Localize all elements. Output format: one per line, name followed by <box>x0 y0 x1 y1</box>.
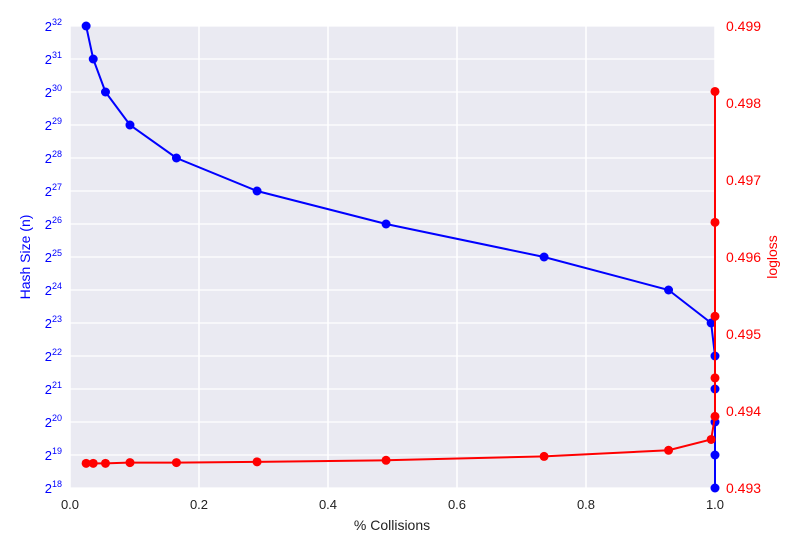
right-y-axis-label: logloss <box>764 235 780 279</box>
data-point-left-14 <box>710 483 720 493</box>
tick-base: 2 <box>45 85 52 100</box>
data-point-left-2 <box>100 87 110 97</box>
left-tick-label-14: 232 <box>45 17 62 34</box>
data-point-right-2 <box>710 311 720 321</box>
data-point-right-3 <box>710 373 720 383</box>
data-point-right-10 <box>171 458 181 468</box>
data-point-left-9 <box>706 318 716 328</box>
tick-exponent: 27 <box>52 182 62 192</box>
data-point-left-1 <box>88 54 98 64</box>
left-axis-ticks: 2182192202212222232242252262272282292302… <box>45 17 62 496</box>
left-y-axis-label: Hash Size (n) <box>17 215 33 300</box>
left-tick-label-2: 220 <box>45 413 62 430</box>
data-point-right-7 <box>539 451 549 461</box>
tick-exponent: 31 <box>52 50 62 60</box>
data-point-left-7 <box>539 252 549 262</box>
tick-base: 2 <box>45 250 52 265</box>
tick-exponent: 32 <box>52 17 62 27</box>
left-tick-label-11: 229 <box>45 116 62 133</box>
left-tick-label-7: 225 <box>45 248 62 265</box>
right-tick-label-5: 0.498 <box>726 95 761 111</box>
series-layer <box>81 21 720 493</box>
tick-exponent: 21 <box>52 380 62 390</box>
x-axis-label: % Collisions <box>354 517 430 533</box>
tick-base: 2 <box>45 52 52 67</box>
tick-base: 2 <box>45 316 52 331</box>
tick-base: 2 <box>45 151 52 166</box>
tick-exponent: 25 <box>52 248 62 258</box>
data-point-right-9 <box>252 457 262 467</box>
left-tick-label-10: 228 <box>45 149 62 166</box>
data-point-right-6 <box>664 445 674 455</box>
right-tick-label-6: 0.499 <box>726 18 761 34</box>
right-axis-ticks: 0.493 0.494 0.495 0.496 0.497 0.498 0.499 <box>726 18 761 496</box>
data-point-left-4 <box>171 153 181 163</box>
x-tick-label-1: 0.2 <box>190 497 208 512</box>
data-point-left-13 <box>710 450 720 460</box>
tick-base: 2 <box>45 481 52 496</box>
data-point-right-13 <box>88 458 98 468</box>
tick-base: 2 <box>45 118 52 133</box>
tick-base: 2 <box>45 184 52 199</box>
bottom-axis-ticks: 0.0 0.2 0.4 0.6 0.8 1.0 <box>61 497 724 512</box>
left-tick-label-13: 231 <box>45 50 62 67</box>
data-point-right-12 <box>100 458 110 468</box>
data-point-left-5 <box>252 186 262 196</box>
left-tick-label-4: 222 <box>45 347 62 364</box>
tick-exponent: 29 <box>52 116 62 126</box>
tick-exponent: 24 <box>52 281 62 291</box>
left-tick-label-0: 218 <box>45 479 62 496</box>
left-tick-label-8: 226 <box>45 215 62 232</box>
left-tick-label-1: 219 <box>45 446 62 463</box>
right-tick-label-4: 0.497 <box>726 172 761 188</box>
left-tick-label-6: 224 <box>45 281 62 298</box>
data-point-right-1 <box>710 217 720 227</box>
data-point-left-3 <box>125 120 135 130</box>
x-tick-label-5: 1.0 <box>706 497 724 512</box>
right-tick-label-2: 0.495 <box>726 326 761 342</box>
data-point-right-4 <box>710 411 720 421</box>
left-tick-label-3: 221 <box>45 380 62 397</box>
tick-base: 2 <box>45 382 52 397</box>
data-point-right-0 <box>710 86 720 96</box>
tick-exponent: 30 <box>52 83 62 93</box>
data-point-right-11 <box>125 458 135 468</box>
tick-exponent: 28 <box>52 149 62 159</box>
x-tick-label-0: 0.0 <box>61 497 79 512</box>
right-tick-label-0: 0.493 <box>726 480 761 496</box>
left-tick-label-5: 223 <box>45 314 62 331</box>
data-point-right-14 <box>81 458 91 468</box>
left-tick-label-12: 230 <box>45 83 62 100</box>
tick-exponent: 23 <box>52 314 62 324</box>
data-point-left-0 <box>81 21 91 31</box>
tick-base: 2 <box>45 19 52 34</box>
tick-base: 2 <box>45 217 52 232</box>
data-point-left-6 <box>381 219 391 229</box>
tick-base: 2 <box>45 283 52 298</box>
right-tick-label-1: 0.494 <box>726 403 761 419</box>
data-point-left-8 <box>664 285 674 295</box>
grid-lines <box>69 25 716 489</box>
tick-exponent: 18 <box>52 479 62 489</box>
tick-base: 2 <box>45 415 52 430</box>
data-point-right-5 <box>706 434 716 444</box>
x-tick-label-3: 0.6 <box>448 497 466 512</box>
data-point-right-8 <box>381 455 391 465</box>
x-tick-label-4: 0.8 <box>577 497 595 512</box>
tick-exponent: 19 <box>52 446 62 456</box>
tick-base: 2 <box>45 448 52 463</box>
tick-exponent: 20 <box>52 413 62 423</box>
right-tick-label-3: 0.496 <box>726 249 761 265</box>
x-tick-label-2: 0.4 <box>319 497 337 512</box>
tick-base: 2 <box>45 349 52 364</box>
left-tick-label-9: 227 <box>45 182 62 199</box>
tick-exponent: 26 <box>52 215 62 225</box>
tick-exponent: 22 <box>52 347 62 357</box>
